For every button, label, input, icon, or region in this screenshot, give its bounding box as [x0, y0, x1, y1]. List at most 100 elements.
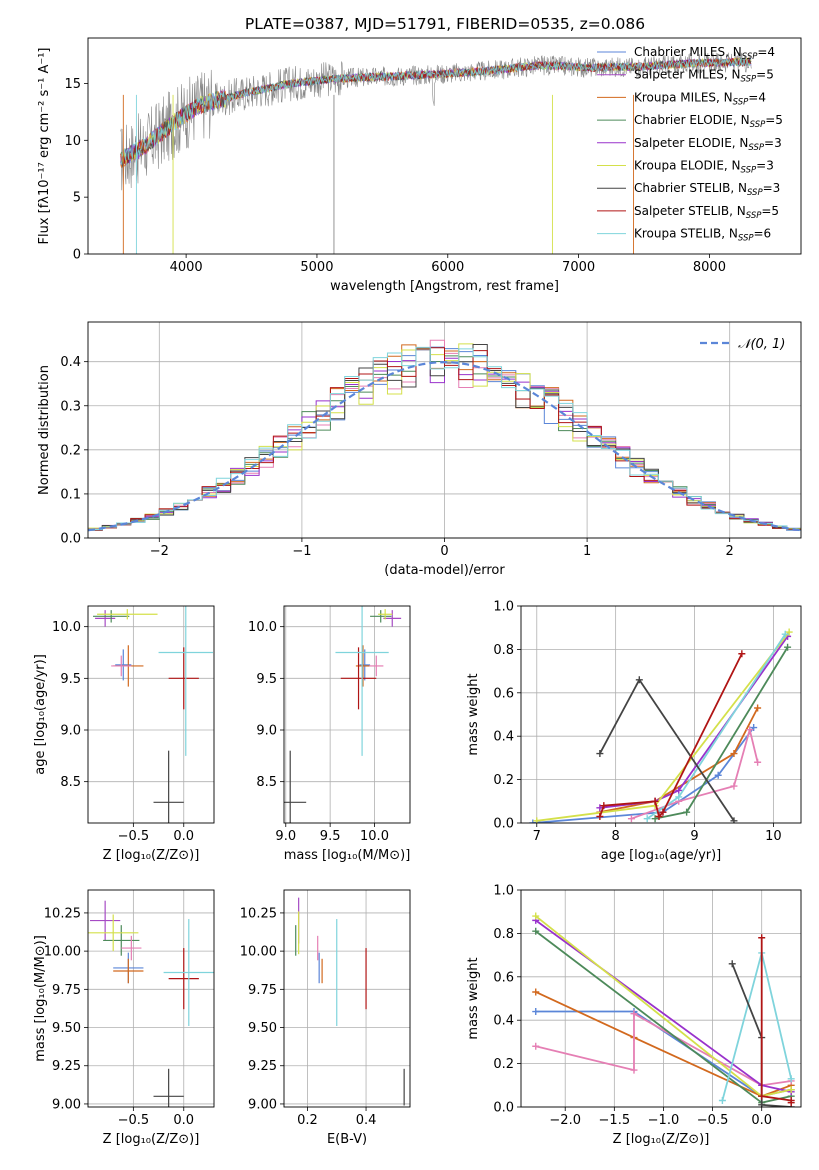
axes-frame — [87, 889, 215, 1108]
x-tick-label: 0.4 — [356, 1113, 377, 1128]
x-tick-label: 1 — [583, 544, 591, 559]
errorbar-point — [95, 610, 116, 627]
errorbar-point — [97, 609, 158, 620]
legend-entry-suffix: =3 — [756, 159, 774, 173]
y-tick-label: 0.0 — [60, 532, 81, 547]
weight-marker — [600, 802, 608, 810]
y-tick-label: 15 — [64, 77, 81, 92]
weight-marker — [675, 786, 683, 794]
x-tick-label: 5000 — [300, 260, 333, 275]
y-tick-label: 10.0 — [248, 620, 277, 635]
legend-entry-subscript: SSP — [738, 234, 754, 244]
y-axis-label: mass weight — [466, 673, 481, 755]
y-tick-label: 10 — [64, 134, 81, 149]
weight-marker — [754, 704, 762, 712]
x-tick-label: −0.5 — [697, 1113, 729, 1128]
weight-marker — [532, 1042, 540, 1050]
massweight-vs-z-panel: −2.0 −1.5 −1.0 −0.5 0.0 0.0 0.2 0.4 0.6 0.8 1.0 Z [… — [466, 884, 802, 1147]
x-axis-label: Z [log₁₀(Z/Z⊙)] — [103, 1132, 200, 1147]
x-tick-label: 0.2 — [297, 1113, 318, 1128]
spectrum-plot-area — [120, 51, 752, 254]
x-tick-label: 4000 — [170, 260, 203, 275]
errorbar-point — [383, 610, 402, 627]
massweight-vs-z-plot-area — [532, 912, 795, 1107]
legend-entry-suffix: =6 — [754, 227, 772, 241]
weight-marker — [714, 771, 722, 779]
x-axis-label: E(B-V) — [327, 1132, 367, 1147]
legend-entry-suffix: =3 — [764, 136, 782, 150]
legend-entry-suffix: =3 — [763, 181, 781, 195]
errorbar-point — [153, 750, 184, 823]
weight-marker — [718, 1096, 726, 1104]
weight-marker — [643, 815, 651, 823]
errorbar-point — [340, 647, 377, 710]
weight-marker — [746, 726, 754, 734]
legend-entry: Chabrier ELODIE, NSSP=5 — [634, 113, 783, 130]
legend-entry: Chabrier MILES, NSSP=4 — [634, 45, 775, 62]
weight-series — [651, 643, 792, 823]
x-axis-label: Z [log₁₀(Z/Z⊙)] — [103, 848, 200, 863]
legend-entry-suffix: =4 — [748, 90, 766, 104]
legend-entry-subscript: SSP — [741, 166, 757, 176]
legend-entry-label: Chabrier STELIB, N — [634, 181, 747, 195]
y-tick-label: 9.50 — [248, 1021, 277, 1036]
weight-marker — [728, 960, 736, 968]
legend-entry: Kroupa ELODIE, NSSP=3 — [634, 159, 774, 176]
figure-title: PLATE=0387, MJD=51791, FIBERID=0535, z=0… — [245, 15, 645, 33]
age-vs-z-plot-area — [93, 606, 213, 823]
weight-marker — [651, 797, 659, 805]
x-tick-label: 2 — [726, 544, 734, 559]
x-tick-label: −1.0 — [648, 1113, 680, 1128]
weight-marker — [754, 758, 762, 766]
y-tick-label: 0.1 — [60, 487, 81, 502]
weight-marker — [758, 1092, 766, 1100]
legend-entry-subscript: SSP — [741, 75, 757, 85]
y-tick-label: 9.00 — [248, 1097, 277, 1112]
y-axis-label: age [log₁₀(age/yr)] — [33, 654, 48, 775]
massweight-vs-age-panel: 7 8 9 10 0.0 0.2 0.4 0.6 0.8 1.0 age [log₁₀(age/yr… — [466, 600, 802, 863]
legend-entry-label: Chabrier MILES, N — [634, 45, 742, 59]
axes-frame — [87, 37, 802, 255]
x-tick-label: 9.5 — [320, 829, 341, 844]
weight-marker — [630, 1010, 638, 1018]
y-tick-label: 0.0 — [493, 817, 514, 832]
y-tick-label: 0.2 — [493, 773, 514, 788]
y-tick-label: 9.00 — [52, 1097, 81, 1112]
errorbar-point — [370, 610, 392, 623]
weight-marker — [787, 1075, 795, 1083]
weight-marker — [785, 628, 793, 636]
errorbar-point — [158, 606, 213, 756]
x-tick-label: 9 — [690, 829, 698, 844]
y-tick-label: 8.5 — [256, 775, 277, 790]
axes-frame — [520, 605, 802, 824]
y-axis-label: Flux [fλ10⁻¹⁷ erg cm⁻² s⁻¹ A⁻¹] — [37, 48, 52, 245]
errorbar-point — [359, 649, 371, 681]
x-axis-label: Z [log₁₀(Z/Z⊙)] — [613, 1132, 710, 1147]
y-tick-label: 0.3 — [60, 399, 81, 414]
axes-frame — [520, 889, 802, 1108]
y-tick-label: 10.25 — [240, 906, 277, 921]
y-tick-label: 9.0 — [256, 724, 277, 739]
legend-entry-suffix: =5 — [756, 68, 774, 82]
weight-marker — [758, 934, 766, 942]
weight-marker — [596, 750, 604, 758]
legend-entry-subscript: SSP — [747, 188, 763, 198]
y-tick-label: 0.4 — [493, 1014, 514, 1029]
y-axis-label: mass [log₁₀(M/M⊙)] — [33, 935, 48, 1062]
weight-marker — [683, 808, 691, 816]
y-tick-label: 5 — [73, 191, 81, 206]
x-tick-label: 7 — [533, 829, 541, 844]
legend-entry-suffix: =4 — [757, 45, 775, 59]
axes-frame — [283, 889, 411, 1108]
errorbar-point — [93, 610, 130, 623]
legend-entry-suffix: =5 — [761, 204, 779, 218]
y-tick-label: 9.5 — [256, 672, 277, 687]
errorbar-point — [90, 900, 121, 941]
x-tick-label: 0.0 — [173, 1113, 194, 1128]
weight-marker — [596, 812, 604, 820]
x-tick-label: 10.0 — [360, 829, 389, 844]
weight-marker — [730, 750, 738, 758]
x-tick-label: 0.0 — [751, 1113, 772, 1128]
x-axis-label: (data-model)/error — [384, 563, 505, 578]
